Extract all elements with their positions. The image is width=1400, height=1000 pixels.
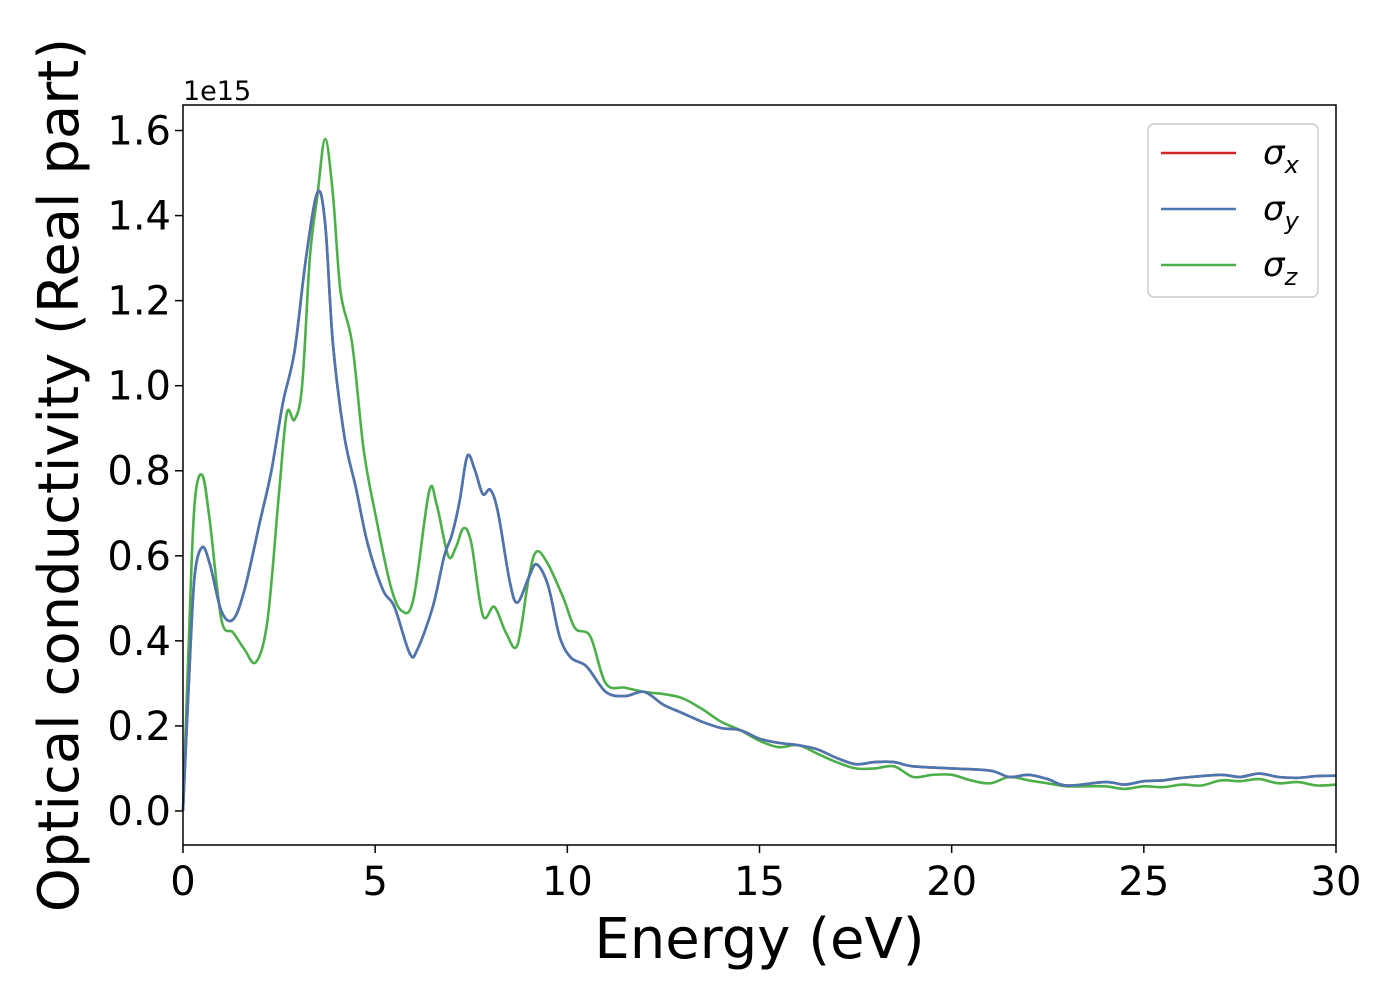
y-tick-label: 1.0 [107,364,171,410]
y-axis-ticks: 0.0 0.2 0.4 0.6 0.8 1.0 1.2 1.4 1.6 [107,109,183,835]
legend-box [1147,123,1319,298]
series-line-y [181,189,1337,812]
y-tick-label: 0.2 [107,704,171,750]
legend-label-x: σx [1263,133,1300,179]
plot-frame [182,104,1337,846]
legend-label-y: σy [1263,189,1300,235]
y-tick-label: 1.6 [107,109,171,155]
x-tick-label: 0 [170,859,195,905]
y-tick-label: 0.8 [107,449,171,495]
series-layer [181,137,1337,812]
x-axis-ticks: 0 5 10 15 20 25 30 [170,845,1361,905]
x-axis-title: Energy (eV) [594,907,924,972]
y-offset-label: 1e15 [183,76,251,107]
x-tick-label: 10 [542,859,593,905]
x-tick-label: 20 [926,859,977,905]
legend: σx σy σz [1147,123,1319,298]
x-tick-label: 25 [1118,859,1169,905]
legend-label-z: σz [1263,245,1299,291]
x-tick-label: 15 [734,859,785,905]
y-tick-label: 0.6 [107,534,171,580]
y-tick-label: 1.4 [107,194,171,240]
y-tick-label: 1.2 [107,279,171,325]
x-tick-label: 30 [1311,859,1362,905]
x-tick-label: 5 [362,859,387,905]
y-tick-label: 0.0 [107,789,171,835]
y-axis-title: Optical conductivity (Real part) [27,38,92,912]
y-tick-label: 0.4 [107,619,171,665]
